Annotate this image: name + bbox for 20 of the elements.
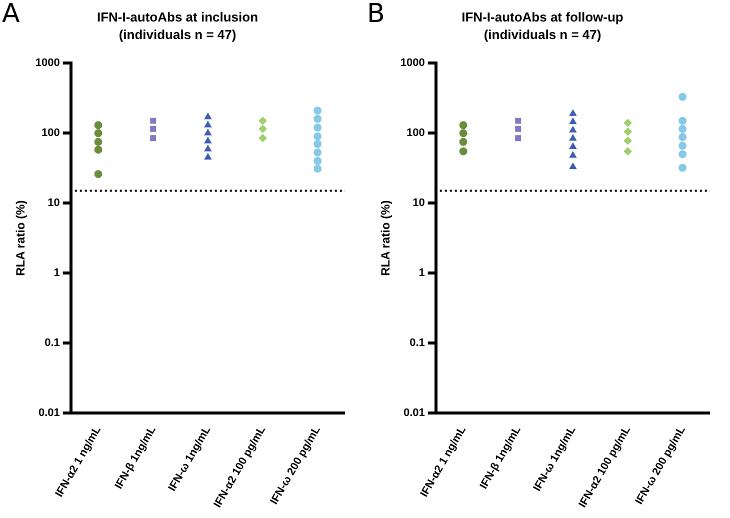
- y-tick-label: 1000: [35, 57, 60, 70]
- y-tick-label: 10: [48, 197, 60, 210]
- y-tick-label: 1: [418, 267, 425, 280]
- y-tick-label: 100: [406, 127, 425, 140]
- y-tick-label: 100: [42, 127, 60, 140]
- y-tick-label: 1000: [400, 57, 425, 70]
- y-axis-title: RLA ratio (%): [14, 200, 28, 276]
- text: A: [2, 0, 20, 29]
- y-tick-label: 0.1: [44, 337, 60, 350]
- y-axis-title: RLA ratio (%): [378, 200, 393, 276]
- y-tick-label: 10: [412, 197, 425, 210]
- y-tick-label: 0.1: [410, 337, 425, 350]
- chart-subtitle: (individuals n = 47): [118, 26, 236, 42]
- chart-title: IFN-I-autoAbs at follow-up: [462, 9, 624, 24]
- chart-title: IFN-I-autoAbs at inclusion: [96, 9, 258, 24]
- y-tick-label: 1: [54, 267, 60, 280]
- y-tick-label: 0.01: [38, 407, 60, 419]
- chart-subtitle: (individuals n = 47): [484, 26, 602, 42]
- text: B: [367, 0, 385, 29]
- y-tick-label: 0.01: [403, 407, 425, 419]
